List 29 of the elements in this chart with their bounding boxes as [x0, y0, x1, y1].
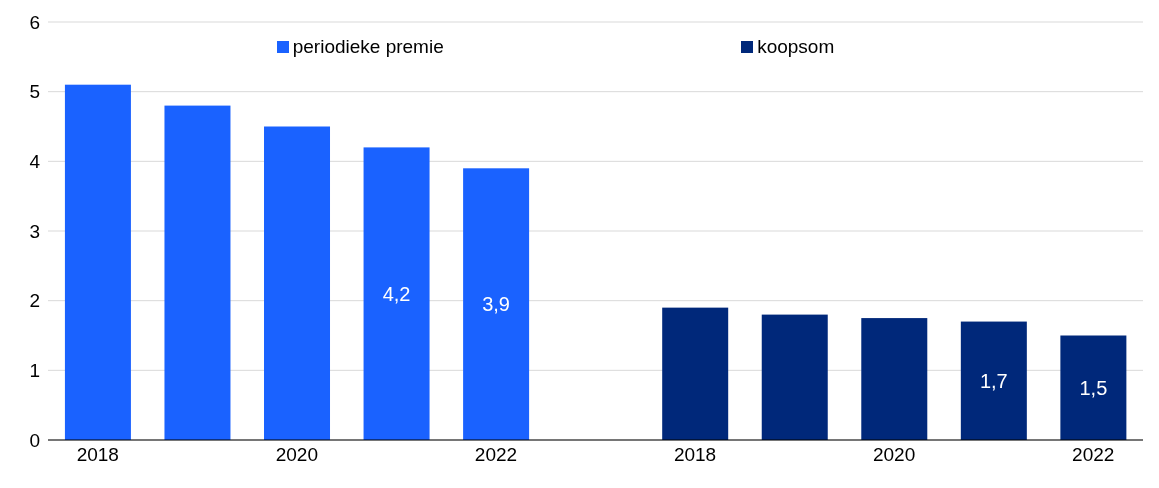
data-label: 1,5 — [1079, 376, 1108, 399]
y-tick-label: 3 — [29, 220, 40, 242]
legend-label: koopsom — [756, 36, 835, 58]
y-tick-label: 4 — [29, 151, 41, 173]
bar — [1060, 335, 1127, 440]
x-tick-label: 2022 — [1072, 444, 1115, 466]
bar — [64, 84, 131, 440]
y-tick-label: 5 — [29, 81, 40, 103]
bar — [164, 105, 231, 440]
bar — [861, 318, 928, 440]
bar — [662, 307, 729, 440]
bar — [761, 314, 828, 440]
legend-label: periodieke premie — [291, 36, 444, 58]
bar — [264, 126, 331, 440]
data-label: 1,7 — [979, 369, 1008, 392]
y-tick-label: 0 — [29, 429, 40, 451]
bar — [463, 168, 530, 440]
data-label: 3,9 — [482, 293, 511, 316]
x-tick-label: 2018 — [673, 444, 717, 466]
bar — [960, 321, 1027, 440]
x-tick-label: 2022 — [474, 444, 518, 466]
x-tick-label: 2018 — [76, 444, 119, 466]
y-tick-label: 1 — [29, 360, 40, 382]
y-tick-label: 2 — [29, 290, 40, 312]
bar — [363, 147, 430, 440]
x-tick-label: 2020 — [275, 444, 318, 466]
data-label: 4,2 — [382, 282, 411, 305]
x-tick-label: 2020 — [873, 444, 916, 466]
y-tick-label: 6 — [29, 11, 40, 33]
